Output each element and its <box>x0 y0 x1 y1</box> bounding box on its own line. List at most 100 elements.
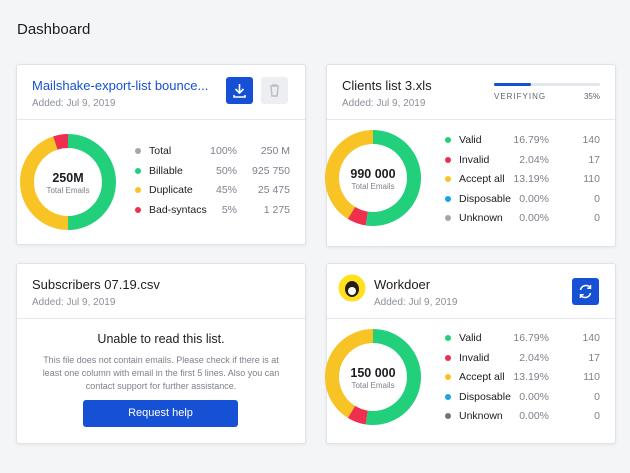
divider <box>17 119 305 120</box>
delete-button[interactable] <box>261 77 288 104</box>
legend-percent: 0.00% <box>519 192 549 205</box>
legend-dot <box>445 335 451 341</box>
list-card: Clients list 3.xls Added: Jul 9, 2019 VE… <box>324 64 616 247</box>
legend-dot <box>135 167 141 174</box>
center-label: Total Emails <box>351 381 395 390</box>
trash-icon <box>270 84 279 97</box>
legend-count: 1 275 <box>263 203 290 216</box>
donut-chart <box>324 329 421 425</box>
progress-label: VERIFYING <box>494 92 547 101</box>
divider <box>17 318 305 319</box>
legend-name: Disposable <box>459 192 511 205</box>
center-label: Total Emails <box>46 186 90 195</box>
legend-percent: 16.79% <box>513 134 549 146</box>
legend-dot <box>445 176 451 182</box>
center-value: 150 000 <box>350 366 396 380</box>
card-date: Added: Jul 9, 2019 <box>374 297 458 308</box>
legend-count: 0 <box>594 390 600 403</box>
download-button[interactable] <box>226 77 253 104</box>
legend-percent: 0.00% <box>519 410 549 422</box>
center-label: Total Emails <box>351 182 395 191</box>
page-title: Dashboard <box>17 21 91 38</box>
legend-count: 140 <box>582 332 600 344</box>
legend-name: Disposable <box>459 390 511 403</box>
card-date: Added: Jul 9, 2019 <box>32 297 116 308</box>
donut-segment <box>53 134 68 150</box>
donut-chart <box>20 134 116 230</box>
donut-segment <box>324 130 373 219</box>
legend-name: Valid <box>459 332 482 344</box>
legend-count: 110 <box>583 371 600 383</box>
donut-segment <box>20 136 68 230</box>
legend-dot <box>445 413 451 419</box>
center-value: 250M <box>52 171 84 185</box>
donut-segment <box>68 134 116 230</box>
legend-dot <box>445 195 451 202</box>
legend-dot <box>445 354 451 361</box>
card-title[interactable]: Workdoer <box>374 277 431 292</box>
donut-segment <box>324 329 373 418</box>
legend-percent: 100% <box>210 145 237 157</box>
center-value: 990 000 <box>350 167 396 181</box>
legend-percent: 5% <box>221 203 237 216</box>
card-title[interactable]: Subscribers 07.19.csv <box>32 277 160 292</box>
legend-count: 0 <box>594 410 600 422</box>
error-heading: Unable to read this list. <box>97 332 225 346</box>
legend-percent: 13.19% <box>513 173 549 185</box>
legend-name: Accept all <box>459 173 505 185</box>
request-help-button[interactable]: Request help <box>83 400 238 427</box>
card-date: Added: Jul 9, 2019 <box>32 98 116 109</box>
legend-count: 0 <box>594 212 600 224</box>
error-message: This file does not contain emails. Pleas… <box>42 355 280 391</box>
progress-value: 35% <box>583 92 600 101</box>
legend-name: Duplicate <box>149 184 193 196</box>
list-card: Workdoer Added: Jul 9, 2019 150 000 Total… <box>324 263 616 444</box>
legend-dot <box>445 156 451 163</box>
integration-logo <box>338 274 366 302</box>
legend-dot <box>445 137 451 143</box>
legend-count: 0 <box>594 192 600 205</box>
refresh-icon <box>579 284 592 299</box>
divider <box>327 119 615 120</box>
list-card: Mailshake-export-list bounce... Added: J… <box>16 64 306 245</box>
list-card: Subscribers 07.19.csv Added: Jul 9, 2019… <box>16 263 306 444</box>
legend-dot <box>135 148 141 154</box>
legend-name: Invalid <box>459 153 490 166</box>
legend-count: 17 <box>588 351 600 364</box>
legend-count: 17 <box>588 153 600 166</box>
download-icon <box>233 84 246 98</box>
legend-count: 250 M <box>260 145 290 157</box>
legend-percent: 2.04% <box>519 351 549 364</box>
donut-chart <box>324 130 421 226</box>
legend-count: 110 <box>583 173 600 185</box>
legend-name: Accept all <box>459 371 505 383</box>
progress-track <box>494 83 600 86</box>
card-title[interactable]: Mailshake-export-list bounce... <box>32 78 209 93</box>
progress-bar <box>494 83 532 86</box>
legend-count: 25 475 <box>257 184 290 196</box>
legend-percent: 2.04% <box>519 153 549 166</box>
refresh-button[interactable] <box>572 278 599 305</box>
legend-percent: 0.00% <box>519 212 549 224</box>
donut-segment <box>347 405 368 425</box>
legend-percent: 50% <box>215 164 237 177</box>
card-title[interactable]: Clients list 3.xls <box>342 78 432 93</box>
legend-count: 140 <box>582 134 600 146</box>
legend-dot <box>445 215 451 221</box>
legend-name: Total <box>149 145 172 157</box>
legend-count: 925 750 <box>252 164 290 177</box>
legend-name: Unknown <box>459 410 503 422</box>
legend-percent: 45% <box>215 184 237 196</box>
legend-name: Unknown <box>459 212 503 224</box>
donut-segment <box>347 206 368 226</box>
legend-name: Invalid <box>459 351 490 364</box>
legend-dot <box>445 374 451 380</box>
card-date: Added: Jul 9, 2019 <box>342 98 426 109</box>
divider <box>327 318 615 319</box>
legend-name: Billable <box>149 164 183 177</box>
legend-name: Bad-syntacs <box>149 203 207 216</box>
legend-percent: 0.00% <box>519 390 549 403</box>
legend-dot <box>135 206 141 213</box>
legend-dot <box>445 393 451 400</box>
